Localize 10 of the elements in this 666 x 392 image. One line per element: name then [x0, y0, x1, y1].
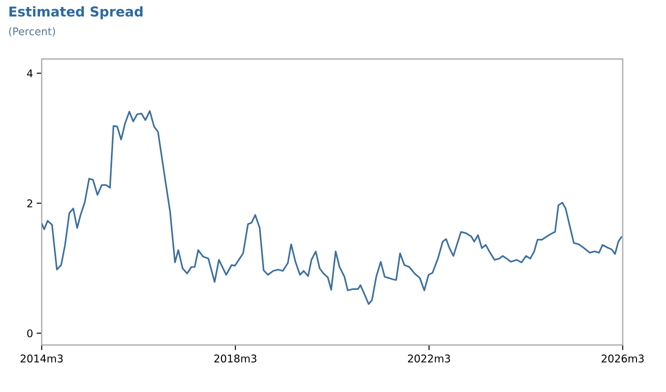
x-tick-label: 2022m3	[408, 354, 450, 362]
x-tick-label: 2026m3	[602, 354, 644, 362]
chart-subtitle: (Percent)	[9, 27, 55, 37]
x-tick-label: 2014m3	[20, 354, 63, 362]
x-tick-label: 2018m3	[214, 354, 256, 362]
chart-title: Estimated Spread	[9, 6, 143, 20]
y-tick-label: 2	[27, 199, 32, 208]
line-series	[42, 110, 623, 305]
y-tick-label: 0	[27, 329, 33, 338]
y-tick-label: 4	[27, 69, 33, 78]
